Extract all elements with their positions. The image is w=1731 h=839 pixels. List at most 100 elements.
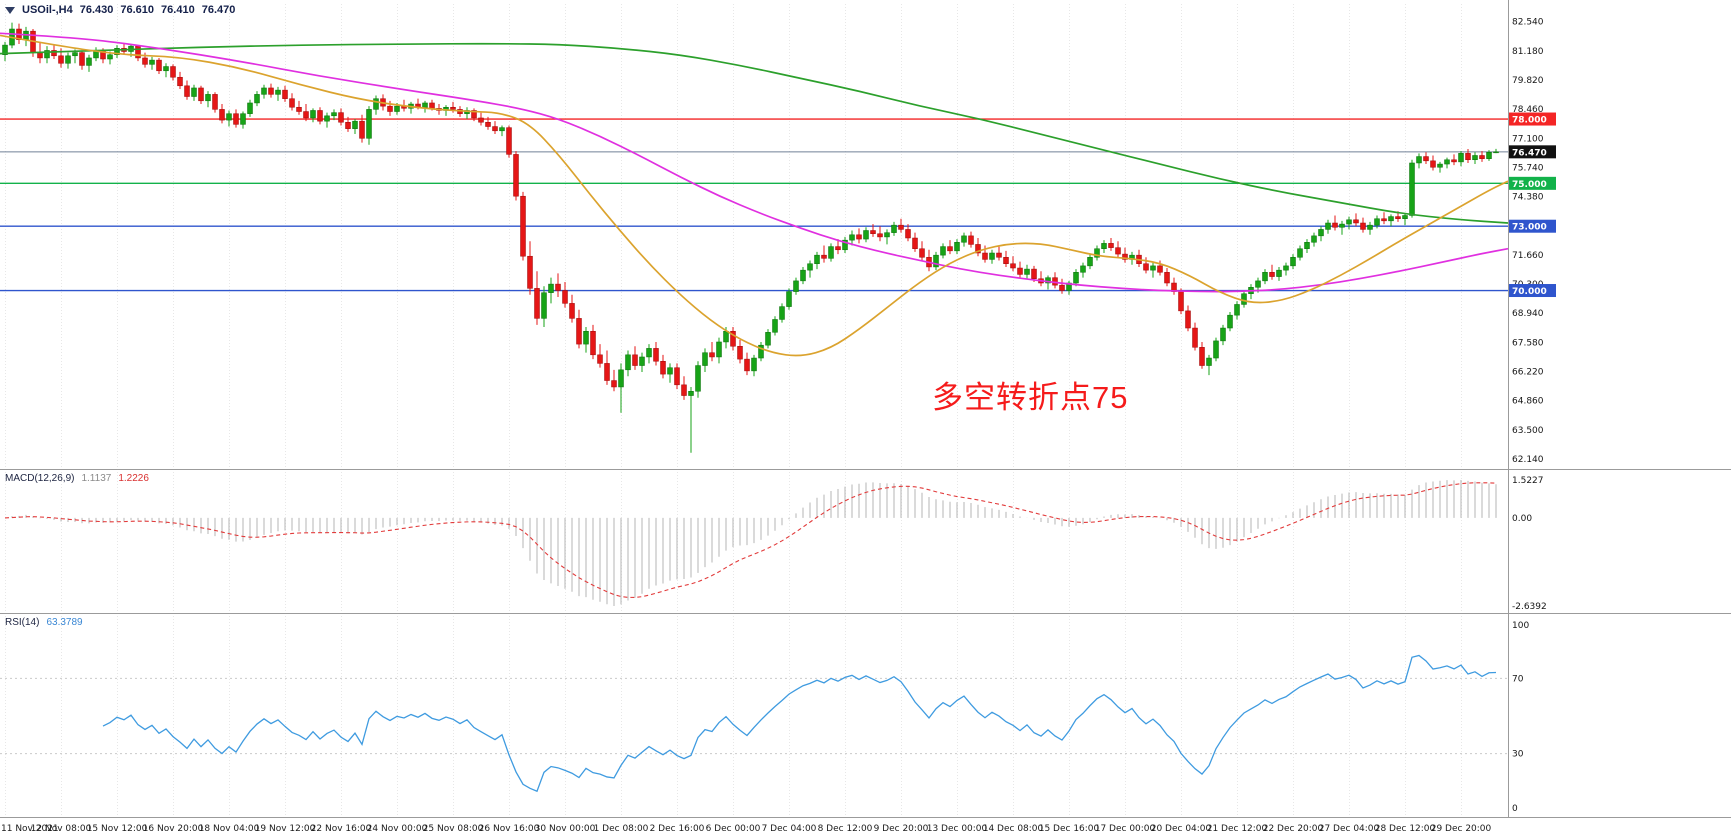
- price-axis-label: 68.940: [1512, 309, 1544, 319]
- candle-body: [331, 112, 337, 117]
- candle-body: [1367, 224, 1373, 230]
- candle-body: [807, 263, 813, 271]
- time-axis-label: 8 Dec 12:00: [818, 824, 873, 834]
- rsi-axis-label: 100: [1512, 621, 1529, 631]
- candle-body: [212, 94, 218, 110]
- price-axis-label: 82.540: [1512, 18, 1544, 28]
- macd-axis-max-label: 1.5227: [1512, 476, 1544, 486]
- macd-axis-min-label: -2.6392: [1512, 602, 1547, 612]
- candle-body: [359, 120, 365, 139]
- candle-body: [1416, 156, 1422, 164]
- candle-body: [1458, 153, 1464, 163]
- candle-body: [513, 154, 519, 197]
- candle-body: [1045, 277, 1051, 284]
- candle-body: [793, 280, 799, 292]
- candle-body: [1269, 272, 1275, 277]
- candle-body: [1486, 152, 1492, 159]
- candle-body: [947, 246, 953, 252]
- candle-body: [1346, 219, 1352, 225]
- candle-body: [205, 94, 211, 102]
- candle-body: [1290, 257, 1296, 267]
- candle-body: [1087, 257, 1093, 267]
- candle-body: [1003, 257, 1009, 264]
- candle-body: [387, 105, 393, 112]
- price-axis-label: 66.220: [1512, 368, 1544, 378]
- time-axis-label: 21 Dec 12:00: [1207, 824, 1268, 834]
- candle-body: [1276, 269, 1282, 277]
- time-axis-label: 27 Dec 04:00: [1319, 824, 1380, 834]
- candle-body: [268, 87, 274, 95]
- time-axis-label: 2 Dec 16:00: [650, 824, 705, 834]
- candle-body: [597, 354, 603, 364]
- candle-body: [688, 391, 694, 396]
- candle-body: [1059, 284, 1065, 291]
- candle-body: [1157, 265, 1163, 273]
- candle-body: [583, 330, 589, 345]
- candle-body: [786, 291, 792, 307]
- candle-body: [254, 94, 260, 104]
- rsi-axis-label: 70: [1512, 674, 1524, 684]
- price-axis-label: 63.500: [1512, 426, 1544, 436]
- candle-body: [1332, 222, 1338, 228]
- candle-body: [674, 367, 680, 386]
- candle-body: [1115, 247, 1121, 255]
- candle-body: [471, 110, 477, 119]
- candle-body: [541, 292, 547, 319]
- candle-body: [702, 352, 708, 366]
- candle-body: [1213, 340, 1219, 359]
- candle-body: [639, 356, 645, 366]
- candle-body: [1262, 272, 1268, 282]
- candle-body: [1080, 265, 1086, 273]
- candle-body: [233, 113, 239, 125]
- candle-body: [478, 117, 484, 123]
- candle-body: [1493, 151, 1499, 154]
- candle-body: [198, 87, 204, 102]
- candle-body: [184, 85, 190, 97]
- candle-body: [1199, 347, 1205, 366]
- candle-body: [961, 235, 967, 243]
- candle-body: [520, 195, 526, 257]
- candle-body: [1381, 218, 1387, 222]
- time-axis-label: 6 Dec 00:00: [706, 824, 761, 834]
- candle-body: [982, 252, 988, 260]
- candle-body: [548, 283, 554, 293]
- candle-body: [114, 48, 120, 55]
- candle-body: [898, 224, 904, 230]
- time-axis-label: 15 Nov 12:00: [87, 824, 148, 834]
- candle-body: [492, 126, 498, 132]
- candle-body: [968, 235, 974, 245]
- time-axis-label: 28 Dec 12:00: [1375, 824, 1436, 834]
- time-axis-label: 1 Dec 08:00: [594, 824, 649, 834]
- time-axis-label: 22 Nov 16:00: [311, 824, 372, 834]
- candle-body: [170, 66, 176, 78]
- candle-body: [954, 242, 960, 252]
- candle-body: [569, 303, 575, 319]
- candle-body: [618, 369, 624, 388]
- candle-body: [611, 380, 617, 388]
- candle-body: [905, 229, 911, 239]
- candle-body: [247, 102, 253, 114]
- price-badge-label: 70.000: [1512, 287, 1547, 297]
- candle-body: [646, 348, 652, 358]
- candle-body: [758, 344, 764, 359]
- candle-body: [1108, 243, 1114, 248]
- candle-body: [142, 57, 148, 65]
- candle-body: [317, 110, 323, 122]
- candle-body: [695, 365, 701, 392]
- time-axis-label: 12 Nov 08:00: [31, 824, 92, 834]
- time-axis-label: 16 Nov 20:00: [143, 824, 204, 834]
- candle-body: [1374, 218, 1380, 226]
- candle-body: [555, 283, 561, 291]
- price-axis-label: 62.140: [1512, 455, 1544, 465]
- candle-body: [219, 109, 225, 121]
- price-badge-label: 76.470: [1512, 148, 1547, 158]
- candle-body: [275, 89, 281, 95]
- candle-body: [877, 233, 883, 238]
- candle-body: [975, 244, 981, 254]
- candle-body: [1339, 223, 1345, 228]
- candle-body: [800, 269, 806, 282]
- time-axis-label: 24 Nov 00:00: [367, 824, 428, 834]
- ma-slow-green: [0, 42, 1509, 224]
